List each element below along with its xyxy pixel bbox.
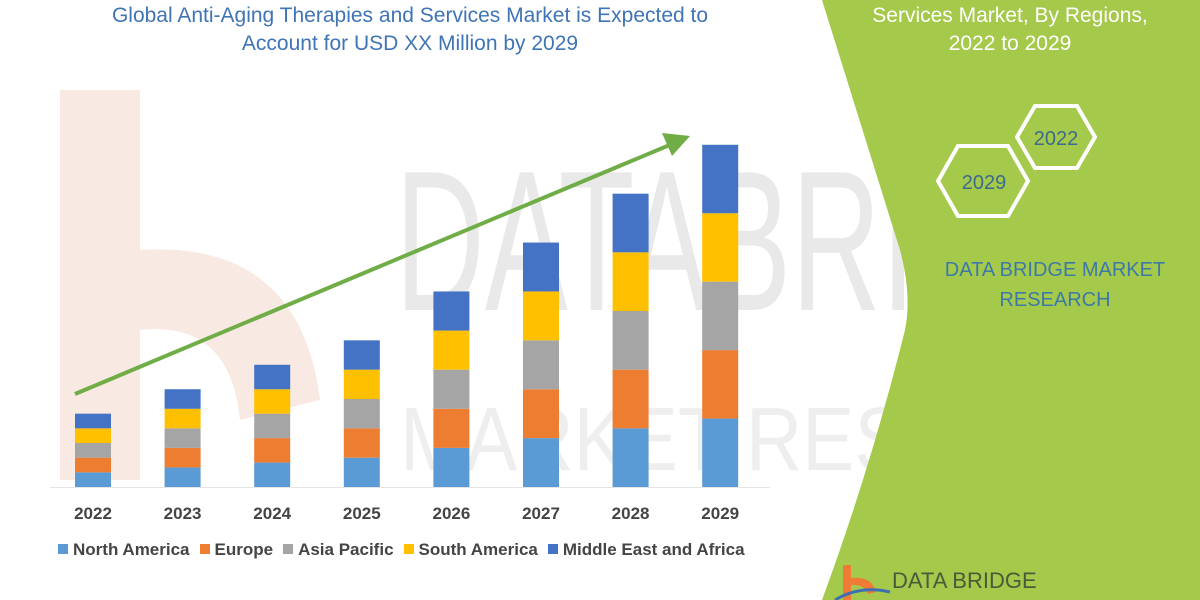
bar-segment-2026-europe bbox=[433, 408, 470, 448]
legend-label: South America bbox=[418, 540, 538, 559]
side-panel-title: Services Market, By Regions, 2022 to 202… bbox=[820, 2, 1200, 58]
bar-segment-2025-middle-east-and-africa bbox=[343, 340, 380, 370]
chart-title-line: Account for USD XX Million by 2029 bbox=[241, 32, 579, 55]
side-panel-background bbox=[822, 0, 1200, 600]
bar-segment-2028-middle-east-and-africa bbox=[612, 193, 649, 253]
legend-label: Asia Pacific bbox=[298, 540, 394, 559]
bar-segment-2024-south-america bbox=[254, 389, 291, 414]
hexagon-2029: 2029 bbox=[935, 144, 1031, 218]
legend-item: Europe bbox=[199, 540, 274, 560]
bar-segment-2025-europe bbox=[343, 428, 380, 458]
legend-swatch bbox=[283, 544, 294, 554]
bar-segment-2024-asia-pacific bbox=[254, 413, 291, 439]
bar-segment-2022-asia-pacific bbox=[75, 443, 111, 458]
bar-segment-2023-asia-pacific bbox=[164, 428, 201, 448]
bar-segment-2027-asia-pacific bbox=[523, 340, 559, 390]
chart-title-line: Global Anti-Aging Therapies and Services… bbox=[111, 4, 709, 27]
legend-swatch bbox=[403, 544, 414, 554]
legend-label: North America bbox=[73, 540, 190, 559]
x-tick-label: 2025 bbox=[343, 504, 381, 523]
bar-segment-2028-south-america bbox=[612, 252, 649, 311]
side-title-line: 2022 to 2029 bbox=[948, 32, 1072, 55]
bar-segment-2022-south-america bbox=[75, 428, 111, 443]
bar-segment-2022-europe bbox=[75, 457, 111, 473]
bar-segment-2024-europe bbox=[254, 438, 291, 463]
bar-segment-2027-europe bbox=[523, 389, 559, 439]
bar-segment-2026-middle-east-and-africa bbox=[433, 291, 470, 331]
bar-segment-2026-north-america bbox=[433, 447, 470, 487]
bar-segment-2023-europe bbox=[164, 447, 201, 468]
bar-segment-2029-north-america bbox=[702, 418, 739, 487]
logo-mark bbox=[834, 565, 891, 600]
legend-label: Middle East and Africa bbox=[562, 540, 745, 559]
bar-segment-2029-south-america bbox=[702, 213, 739, 282]
x-axis-ticks: 2022 2023 2024 2025 2026 2027 2028 2029 bbox=[50, 487, 770, 523]
legend-swatch bbox=[547, 544, 558, 554]
legend-item: Asia Pacific bbox=[283, 540, 394, 560]
bar-segment-2028-north-america bbox=[612, 428, 649, 487]
legend: North America Europe Asia Pacific South Ame… bbox=[58, 540, 745, 560]
x-tick-label: 2027 bbox=[522, 504, 560, 523]
brand-line: RESEARCH bbox=[999, 289, 1111, 311]
bar-segment-2024-north-america bbox=[254, 462, 291, 487]
legend-item: North America bbox=[58, 540, 190, 560]
bar-segment-2022-middle-east-and-africa bbox=[75, 413, 111, 429]
legend-item: South America bbox=[403, 540, 538, 560]
bar-segment-2022-north-america bbox=[75, 472, 111, 487]
chart-title: Global Anti-Aging Therapies and Services… bbox=[40, 2, 780, 58]
x-tick-label: 2024 bbox=[253, 504, 291, 523]
logo-text: DATA BRIDGE bbox=[892, 568, 1037, 593]
brand-text: DATA BRIDGE MARKET RESEARCH bbox=[910, 255, 1200, 315]
bar-segment-2025-north-america bbox=[343, 457, 380, 487]
legend-swatch bbox=[199, 544, 210, 554]
hex-label-2029: 2029 bbox=[962, 172, 1007, 194]
bar-segment-2023-north-america bbox=[164, 467, 201, 487]
bar-segment-2026-south-america bbox=[433, 330, 470, 370]
legend-item: Middle East and Africa bbox=[547, 540, 745, 560]
bar-segment-2029-europe bbox=[702, 350, 739, 419]
x-tick-label: 2028 bbox=[612, 504, 650, 523]
bar-segment-2027-north-america bbox=[523, 438, 559, 487]
bar-segment-2029-middle-east-and-africa bbox=[702, 144, 739, 214]
legend-swatch bbox=[58, 544, 68, 554]
hex-label-2022: 2022 bbox=[1034, 128, 1079, 150]
x-tick-label: 2026 bbox=[432, 504, 470, 523]
bar-segment-2026-asia-pacific bbox=[433, 369, 470, 409]
legend-label: Europe bbox=[214, 540, 274, 559]
brand-line: DATA BRIDGE MARKET bbox=[944, 259, 1166, 281]
bar-segment-2025-asia-pacific bbox=[343, 399, 380, 429]
bars bbox=[75, 144, 739, 487]
bar-segment-2023-middle-east-and-africa bbox=[164, 389, 201, 409]
bar-segment-2028-asia-pacific bbox=[612, 311, 649, 370]
bar-segment-2025-south-america bbox=[343, 369, 380, 399]
bar-segment-2023-south-america bbox=[164, 408, 201, 429]
bar-segment-2024-middle-east-and-africa bbox=[254, 364, 291, 390]
bar-segment-2028-europe bbox=[612, 369, 649, 429]
trend-arrow bbox=[74, 133, 690, 396]
bar-segment-2029-asia-pacific bbox=[702, 281, 739, 351]
x-tick-label: 2029 bbox=[701, 504, 739, 523]
x-tick-label: 2022 bbox=[74, 504, 112, 523]
x-tick-label: 2023 bbox=[164, 504, 202, 523]
side-title-line: Services Market, By Regions, bbox=[872, 4, 1148, 27]
bar-segment-2027-middle-east-and-africa bbox=[523, 242, 559, 292]
bar-segment-2027-south-america bbox=[523, 291, 559, 341]
hexagon-2022: 2022 bbox=[1014, 104, 1098, 170]
